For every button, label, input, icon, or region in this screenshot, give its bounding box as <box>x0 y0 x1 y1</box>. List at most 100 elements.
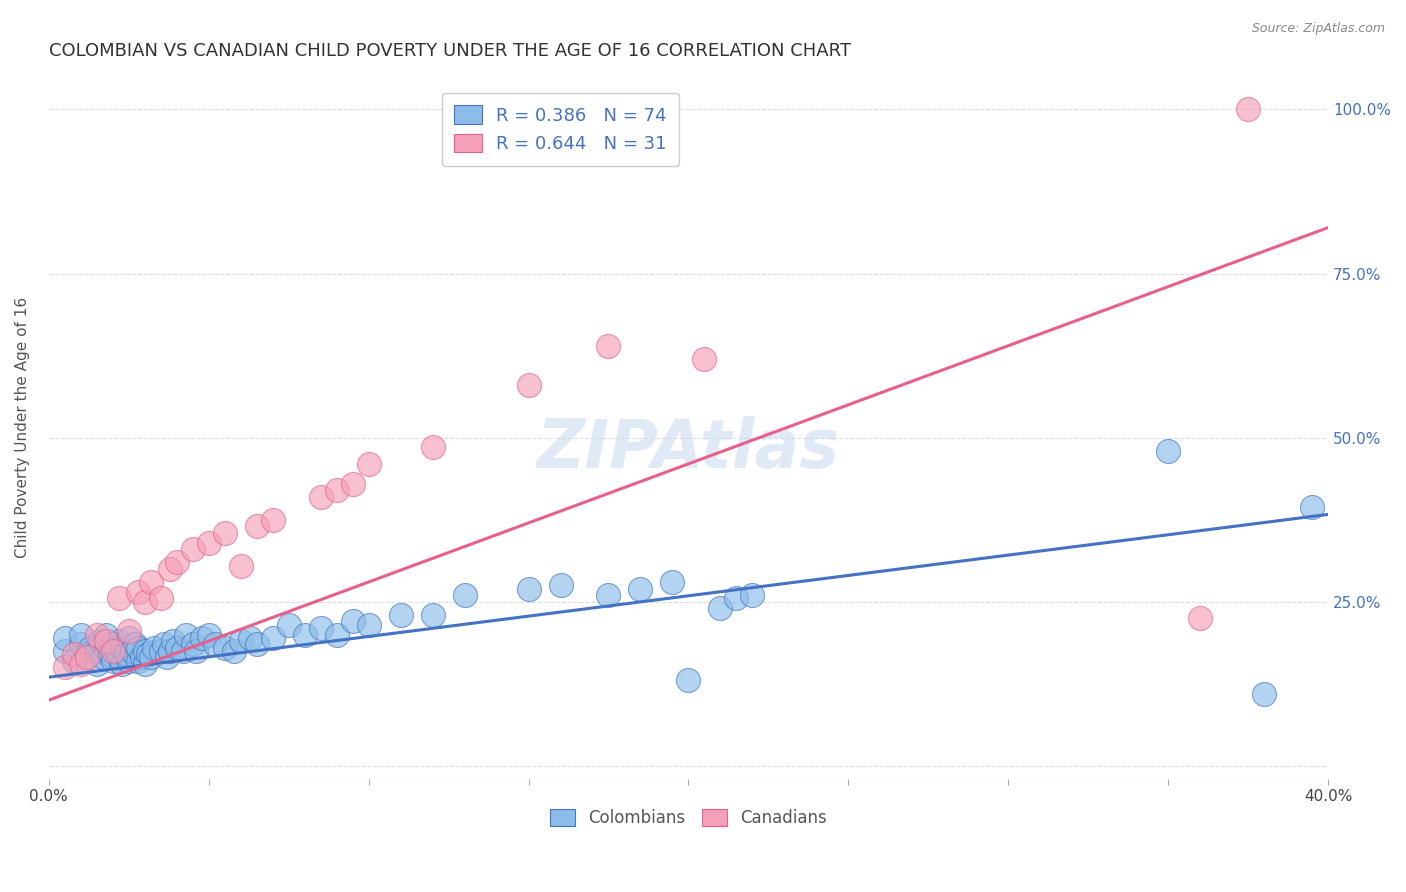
Point <box>229 558 252 573</box>
Point <box>111 657 134 671</box>
Point <box>246 637 269 651</box>
Point <box>453 588 475 602</box>
Point <box>127 585 149 599</box>
Point <box>342 476 364 491</box>
Point <box>630 582 652 596</box>
Point <box>1253 687 1275 701</box>
Point <box>139 650 162 665</box>
Point <box>91 650 114 665</box>
Point <box>214 640 236 655</box>
Point <box>79 640 101 655</box>
Point <box>118 624 141 639</box>
Point <box>309 490 332 504</box>
Point <box>550 578 572 592</box>
Point <box>96 627 118 641</box>
Point <box>118 654 141 668</box>
Point <box>197 627 219 641</box>
Point <box>134 595 156 609</box>
Point <box>725 591 748 606</box>
Point <box>517 378 540 392</box>
Point <box>53 631 76 645</box>
Point <box>143 640 166 655</box>
Point <box>149 591 172 606</box>
Point <box>389 607 412 622</box>
Point <box>422 441 444 455</box>
Point <box>309 621 332 635</box>
Point <box>96 640 118 655</box>
Point <box>166 640 188 655</box>
Point <box>181 542 204 557</box>
Text: ZIPAtlas: ZIPAtlas <box>537 416 839 482</box>
Point <box>89 634 111 648</box>
Point <box>118 631 141 645</box>
Point <box>121 644 143 658</box>
Point <box>709 601 731 615</box>
Point <box>101 644 124 658</box>
Point <box>63 654 86 668</box>
Point <box>1189 611 1212 625</box>
Point <box>108 591 131 606</box>
Point <box>325 627 347 641</box>
Point <box>693 351 716 366</box>
Point <box>69 637 91 651</box>
Y-axis label: Child Poverty Under the Age of 16: Child Poverty Under the Age of 16 <box>15 297 30 558</box>
Text: COLOMBIAN VS CANADIAN CHILD POVERTY UNDER THE AGE OF 16 CORRELATION CHART: COLOMBIAN VS CANADIAN CHILD POVERTY UNDE… <box>49 42 851 60</box>
Point <box>661 574 683 589</box>
Text: Source: ZipAtlas.com: Source: ZipAtlas.com <box>1251 22 1385 36</box>
Point <box>342 615 364 629</box>
Point <box>325 483 347 497</box>
Point <box>1301 500 1323 514</box>
Point <box>204 637 226 651</box>
Point <box>134 644 156 658</box>
Legend: Colombians, Canadians: Colombians, Canadians <box>543 802 834 834</box>
Point <box>422 607 444 622</box>
Point <box>184 644 207 658</box>
Point <box>114 647 136 661</box>
Point <box>108 634 131 648</box>
Point <box>134 657 156 671</box>
Point <box>124 637 146 651</box>
Point <box>246 519 269 533</box>
Point <box>131 650 153 665</box>
Point <box>69 657 91 671</box>
Point <box>277 617 299 632</box>
Point <box>139 574 162 589</box>
Point <box>1157 443 1180 458</box>
Point <box>162 634 184 648</box>
Point <box>224 644 246 658</box>
Point <box>239 631 262 645</box>
Point <box>101 654 124 668</box>
Point <box>357 617 380 632</box>
Point <box>229 634 252 648</box>
Point <box>159 562 181 576</box>
Point <box>174 627 197 641</box>
Point <box>741 588 763 602</box>
Point <box>96 634 118 648</box>
Point <box>159 644 181 658</box>
Point <box>104 644 127 658</box>
Point <box>108 650 131 665</box>
Point <box>214 525 236 540</box>
Point <box>149 644 172 658</box>
Point <box>76 650 98 665</box>
Point <box>63 647 86 661</box>
Point <box>357 457 380 471</box>
Point <box>69 627 91 641</box>
Point <box>262 631 284 645</box>
Point <box>76 647 98 661</box>
Point <box>598 339 620 353</box>
Point <box>53 644 76 658</box>
Point <box>111 640 134 655</box>
Point <box>678 673 700 688</box>
Point <box>86 657 108 671</box>
Point <box>166 555 188 569</box>
Point <box>153 637 176 651</box>
Point <box>181 637 204 651</box>
Point <box>98 647 121 661</box>
Point <box>1237 103 1260 117</box>
Point <box>191 631 214 645</box>
Point <box>127 654 149 668</box>
Point <box>53 660 76 674</box>
Point <box>156 650 179 665</box>
Point <box>172 644 194 658</box>
